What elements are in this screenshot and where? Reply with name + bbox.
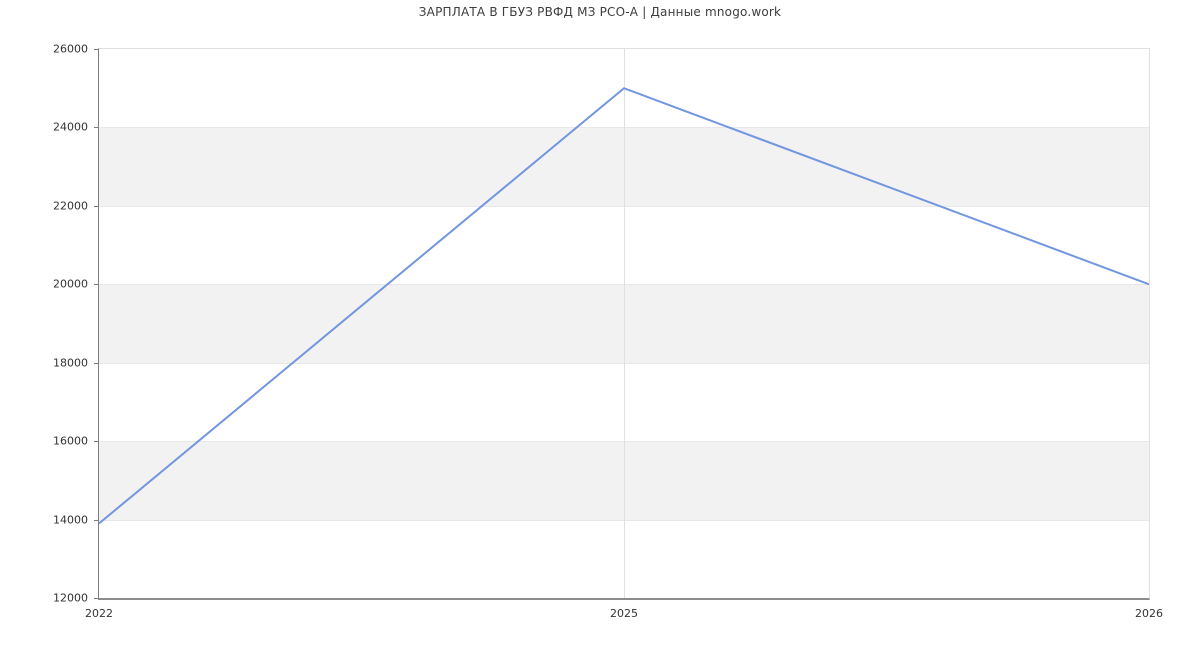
y-tick-label: 20000	[53, 277, 88, 291]
y-tick-mark	[94, 49, 99, 50]
grid-layer	[99, 49, 1149, 598]
y-tick-label: 26000	[53, 42, 88, 56]
y-tick-mark	[94, 205, 99, 207]
y-tick-mark	[94, 598, 99, 599]
plot-area	[98, 48, 1150, 600]
y-tick-mark	[94, 441, 99, 443]
x-tick-label: 2022	[85, 607, 113, 620]
y-tick-mark	[94, 127, 99, 129]
x-tick-label: 2026	[1135, 607, 1163, 620]
y-tick-label: 14000	[53, 513, 88, 527]
y-tick-mark	[94, 362, 99, 364]
chart-title: ЗАРПЛАТА В ГБУЗ РВФД МЗ РСО-А | Данные m…	[418, 5, 782, 19]
vertical-gridline	[624, 49, 625, 598]
y-tick-label: 24000	[53, 120, 88, 134]
x-tick-label: 2025	[610, 607, 638, 620]
y-tick-mark	[94, 519, 99, 521]
y-tick-label: 16000	[53, 434, 88, 448]
y-tick-label: 22000	[53, 199, 88, 213]
y-tick-mark	[94, 284, 99, 286]
salary-series-line	[98, 87, 1150, 525]
y-tick-label: 18000	[53, 356, 88, 370]
series-line-svg	[98, 87, 1150, 525]
y-tick-label: 12000	[53, 591, 88, 605]
